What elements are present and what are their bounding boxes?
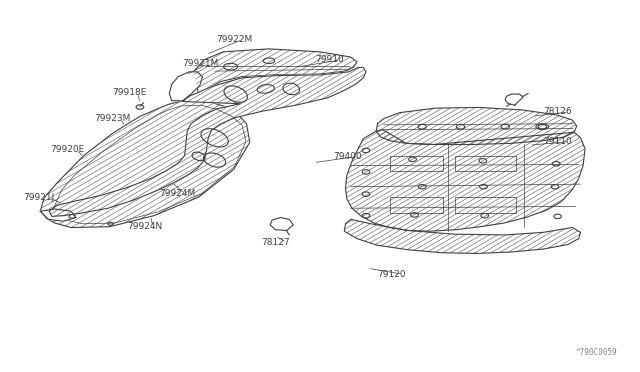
Text: 79110: 79110 — [543, 137, 572, 146]
Bar — [390, 156, 443, 171]
Text: 78127: 78127 — [261, 238, 290, 247]
Text: 79400: 79400 — [333, 152, 362, 161]
Text: 79920E: 79920E — [51, 145, 84, 154]
Text: 79918E: 79918E — [113, 88, 147, 97]
Text: 79923M: 79923M — [95, 114, 131, 123]
Polygon shape — [270, 218, 293, 231]
Text: 79924M: 79924M — [159, 189, 195, 198]
Polygon shape — [376, 108, 577, 144]
Text: 79120: 79120 — [378, 270, 406, 279]
Polygon shape — [49, 67, 366, 217]
Bar — [390, 198, 443, 213]
Bar — [456, 156, 516, 171]
Polygon shape — [346, 130, 585, 231]
Polygon shape — [505, 94, 523, 105]
Polygon shape — [344, 219, 580, 253]
Polygon shape — [40, 100, 250, 228]
Polygon shape — [170, 72, 202, 101]
Bar — [456, 198, 516, 213]
Text: 78126: 78126 — [543, 108, 572, 116]
Text: 79910: 79910 — [315, 55, 344, 64]
Polygon shape — [193, 49, 357, 100]
Text: 79921J: 79921J — [23, 193, 54, 202]
Text: 79922M: 79922M — [216, 35, 253, 44]
Text: ^790C0059: ^790C0059 — [575, 348, 617, 357]
Text: 79924N: 79924N — [127, 222, 163, 231]
Polygon shape — [40, 209, 76, 221]
Text: 79921M: 79921M — [182, 59, 219, 68]
